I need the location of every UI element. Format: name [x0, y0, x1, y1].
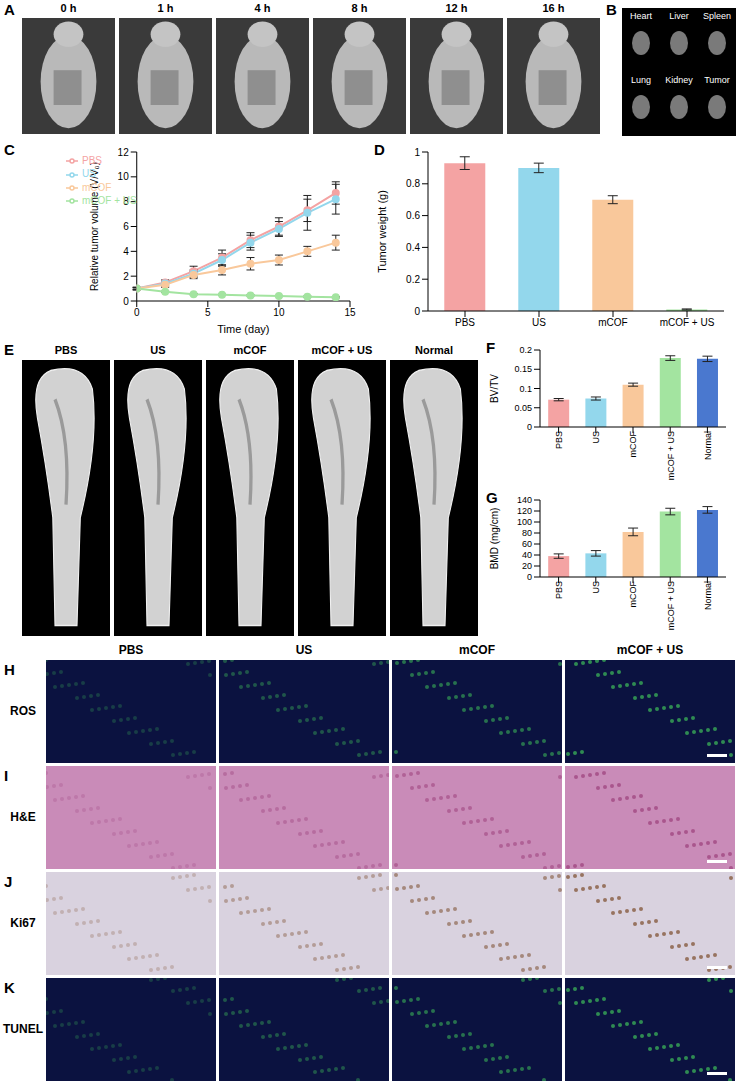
svg-text:4: 4: [123, 246, 129, 257]
svg-text:0.8: 0.8: [406, 178, 420, 189]
svg-text:0.2: 0.2: [406, 274, 420, 285]
svg-text:BMD (mg/cm): BMD (mg/cm): [489, 508, 500, 570]
svg-text:1: 1: [414, 147, 420, 158]
svg-text:8: 8: [123, 196, 129, 207]
svg-text:mCOF: mCOF: [628, 431, 638, 458]
svg-text:40: 40: [522, 550, 532, 560]
svg-text:0.2: 0.2: [519, 345, 532, 355]
svg-text:12: 12: [118, 147, 130, 158]
svg-text:Normal: Normal: [703, 581, 713, 610]
svg-text:mCOF + US: mCOF + US: [666, 431, 676, 480]
svg-text:US: US: [591, 581, 601, 594]
svg-text:mCOF + US: mCOF + US: [666, 581, 676, 630]
svg-text:0: 0: [414, 306, 420, 317]
svg-text:0.15: 0.15: [514, 364, 532, 374]
svg-text:0.1: 0.1: [519, 384, 532, 394]
svg-text:10: 10: [118, 171, 130, 182]
svg-text:Relative tumor volume (V/V₀): Relative tumor volume (V/V₀): [89, 162, 100, 291]
svg-text:mCOF: mCOF: [598, 317, 627, 328]
svg-text:100: 100: [517, 517, 532, 527]
svg-text:0: 0: [123, 296, 129, 307]
svg-text:0: 0: [527, 422, 532, 432]
svg-text:60: 60: [522, 539, 532, 549]
svg-text:Tumor weight (g): Tumor weight (g): [376, 190, 388, 273]
svg-text:0.4: 0.4: [406, 242, 420, 253]
svg-text:80: 80: [522, 528, 532, 538]
svg-text:0: 0: [527, 572, 532, 582]
svg-text:PBS: PBS: [455, 317, 475, 328]
svg-text:20: 20: [522, 561, 532, 571]
svg-text:15: 15: [344, 307, 356, 318]
svg-text:140: 140: [517, 495, 532, 505]
svg-text:5: 5: [205, 307, 211, 318]
svg-text:6: 6: [123, 221, 129, 232]
svg-text:Normal: Normal: [703, 431, 713, 460]
svg-text:PBS: PBS: [554, 431, 564, 449]
svg-text:2: 2: [123, 271, 129, 282]
svg-text:BV/TV: BV/TV: [489, 374, 500, 403]
svg-text:0.05: 0.05: [514, 403, 532, 413]
svg-text:mCOF + US: mCOF + US: [660, 317, 715, 328]
svg-text:Time (day): Time (day): [217, 323, 269, 335]
svg-text:0.6: 0.6: [406, 210, 420, 221]
svg-text:PBS: PBS: [554, 581, 564, 599]
svg-text:US: US: [532, 317, 546, 328]
svg-text:10: 10: [273, 307, 285, 318]
svg-text:0: 0: [134, 307, 140, 318]
svg-text:mCOF: mCOF: [628, 581, 638, 608]
svg-text:US: US: [591, 431, 601, 444]
svg-text:120: 120: [517, 506, 532, 516]
